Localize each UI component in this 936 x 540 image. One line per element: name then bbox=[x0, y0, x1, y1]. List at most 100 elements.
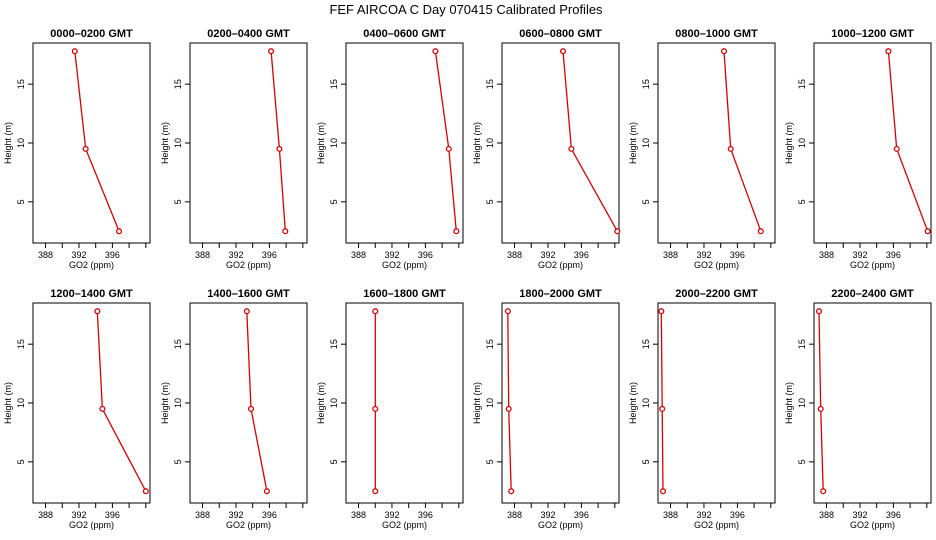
x-tick-label: 396 bbox=[886, 250, 901, 260]
data-point bbox=[99, 405, 106, 412]
y-tick-label: 15 bbox=[641, 339, 651, 349]
y-tick-label: 15 bbox=[16, 79, 26, 89]
data-point bbox=[659, 488, 667, 495]
x-tick-label: 396 bbox=[418, 250, 433, 260]
y-axis-label: Height (m) bbox=[472, 382, 482, 424]
x-tick-label: 392 bbox=[852, 510, 867, 520]
y-axis-label: Height (m) bbox=[784, 382, 794, 424]
x-tick-label: 392 bbox=[71, 250, 86, 260]
profile-line bbox=[270, 51, 286, 232]
data-point bbox=[243, 308, 250, 315]
profile-line bbox=[434, 51, 457, 232]
panel-title: 1800–2000 GMT bbox=[519, 288, 602, 300]
x-axis-label: GO2 (ppm) bbox=[850, 520, 895, 530]
profile-line bbox=[818, 311, 824, 492]
data-point bbox=[453, 228, 460, 235]
data-point bbox=[445, 145, 452, 152]
data-point bbox=[924, 228, 931, 235]
y-tick-label: 15 bbox=[641, 79, 651, 89]
x-tick-label: 396 bbox=[262, 250, 277, 260]
y-tick-label: 15 bbox=[329, 339, 339, 349]
panel-title: 0400–0600 GMT bbox=[363, 28, 446, 40]
y-tick-label: 5 bbox=[173, 459, 183, 464]
x-tick-label: 388 bbox=[507, 510, 522, 520]
y-tick-label: 5 bbox=[485, 199, 495, 204]
x-axis-label: GO2 (ppm) bbox=[69, 520, 114, 530]
panel-title: 0800–1000 GMT bbox=[675, 28, 758, 40]
data-point bbox=[71, 48, 78, 55]
y-tick-label: 5 bbox=[641, 459, 651, 464]
x-axis-label: GO2 (ppm) bbox=[226, 260, 271, 270]
x-axis-label: GO2 (ppm) bbox=[69, 260, 114, 270]
panel-title: 0000–0200 GMT bbox=[50, 28, 133, 40]
x-tick-label: 388 bbox=[663, 510, 678, 520]
x-tick-label: 388 bbox=[507, 250, 522, 260]
y-tick-label: 5 bbox=[329, 199, 339, 204]
data-point bbox=[614, 228, 621, 235]
data-point bbox=[276, 145, 283, 152]
plot-frame bbox=[32, 302, 151, 504]
y-axis-label: Height (m) bbox=[316, 382, 326, 424]
plot-frame bbox=[501, 302, 620, 504]
y-tick-label: 10 bbox=[797, 398, 807, 408]
data-point bbox=[263, 488, 270, 495]
y-tick-label: 15 bbox=[797, 339, 807, 349]
profile-line bbox=[887, 51, 929, 232]
profile-line bbox=[96, 311, 147, 492]
y-tick-label: 10 bbox=[16, 138, 26, 148]
data-point bbox=[817, 405, 824, 412]
x-tick-label: 392 bbox=[228, 510, 243, 520]
x-tick-label: 388 bbox=[819, 510, 834, 520]
x-tick-label: 396 bbox=[886, 510, 901, 520]
data-point bbox=[372, 488, 379, 495]
x-axis-label: GO2 (ppm) bbox=[850, 260, 895, 270]
plot-frame bbox=[813, 302, 932, 504]
x-axis-label: GO2 (ppm) bbox=[226, 520, 271, 530]
x-tick-label: 396 bbox=[574, 250, 589, 260]
y-tick-label: 10 bbox=[16, 398, 26, 408]
x-tick-label: 392 bbox=[696, 250, 711, 260]
data-point bbox=[508, 488, 515, 495]
y-axis-label: Height (m) bbox=[784, 122, 794, 164]
data-point bbox=[247, 405, 255, 412]
data-point bbox=[372, 308, 379, 315]
y-axis-label: Height (m) bbox=[628, 382, 638, 424]
y-tick-label: 15 bbox=[16, 339, 26, 349]
x-tick-label: 392 bbox=[852, 250, 867, 260]
data-point bbox=[94, 308, 101, 315]
x-tick-label: 396 bbox=[105, 510, 120, 520]
plot-frame bbox=[345, 302, 464, 504]
x-tick-label: 388 bbox=[663, 250, 678, 260]
profile-line bbox=[562, 51, 618, 232]
panel-title: 1400–1600 GMT bbox=[207, 288, 290, 300]
y-axis-label: Height (m) bbox=[472, 122, 482, 164]
data-point bbox=[815, 308, 823, 315]
data-point bbox=[820, 488, 827, 495]
x-tick-label: 392 bbox=[384, 250, 399, 260]
x-tick-label: 388 bbox=[38, 510, 53, 520]
y-tick-label: 15 bbox=[329, 79, 339, 89]
x-tick-label: 396 bbox=[418, 510, 433, 520]
x-tick-label: 392 bbox=[71, 510, 86, 520]
x-axis-label: GO2 (ppm) bbox=[694, 260, 739, 270]
y-tick-label: 10 bbox=[485, 138, 495, 148]
data-point bbox=[505, 405, 512, 412]
x-tick-label: 392 bbox=[540, 250, 555, 260]
y-axis-label: Height (m) bbox=[160, 382, 170, 424]
y-tick-label: 5 bbox=[485, 459, 495, 464]
data-point bbox=[116, 228, 123, 235]
y-tick-label: 15 bbox=[485, 339, 495, 349]
data-point bbox=[658, 308, 665, 315]
data-point bbox=[372, 405, 379, 412]
x-tick-label: 396 bbox=[262, 510, 277, 520]
profile-line bbox=[660, 311, 664, 492]
y-tick-label: 10 bbox=[329, 398, 339, 408]
y-tick-label: 5 bbox=[797, 199, 807, 204]
